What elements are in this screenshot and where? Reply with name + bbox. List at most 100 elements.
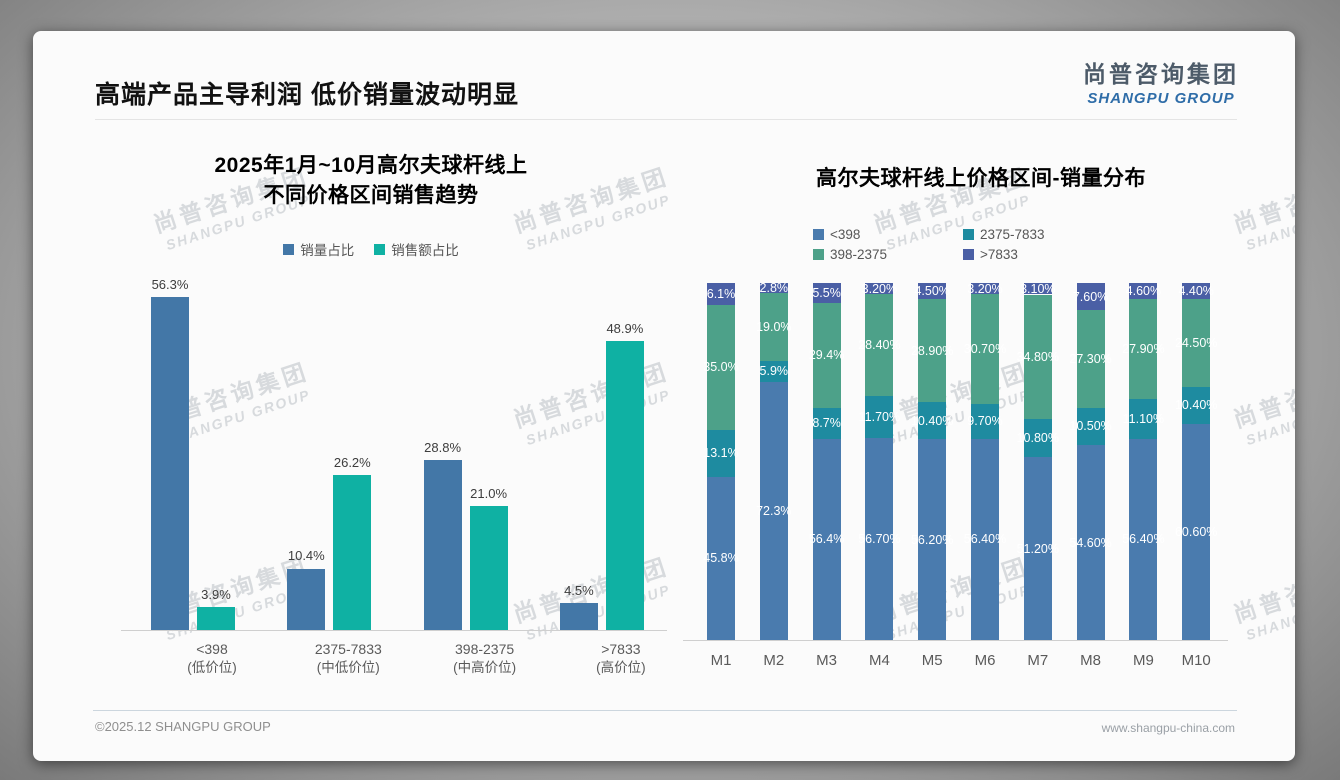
segment-value-label: 11.70%	[858, 409, 901, 424]
category-tier: (中高价位)	[453, 660, 517, 675]
right-chart-plot: 45.8% 13.1% 35.0% 6.1% 72.3% 5.9% 19.0% 2.8% 56.…	[683, 281, 1228, 641]
legend-swatch	[283, 243, 295, 255]
segment-value-label: 56.40%	[1122, 532, 1165, 547]
footer-copyright: ©2025.12 SHANGPU GROUP	[95, 719, 271, 734]
bar	[423, 459, 462, 630]
bar	[151, 296, 189, 630]
segment-value-label: 8.7%	[812, 416, 841, 431]
left-chart-title-line1: 2025年1月~10月高尔夫球杆线上	[214, 154, 528, 177]
stacked-segment	[918, 402, 947, 440]
stacked-segment	[1129, 438, 1158, 640]
stacked-segment	[971, 283, 999, 295]
stacked-segment	[812, 407, 841, 439]
stacked-segment	[1129, 283, 1158, 300]
segment-value-label: 4.50%	[914, 284, 950, 298]
stacked-segment	[1182, 283, 1211, 300]
right-chart-legend: <398 2375-7833 398-2375 >7833	[813, 227, 1113, 262]
stacked-segment	[812, 438, 841, 640]
logo-chinese-name: 尚普咨询集团	[1083, 61, 1239, 87]
title-divider	[95, 119, 1237, 120]
category-range: <398	[196, 641, 228, 657]
stacked-segment	[1076, 283, 1105, 311]
stacked-segment	[759, 381, 788, 640]
stacked-segment	[707, 476, 735, 640]
left-chart-title-line2: 不同价格区间销售趋势	[263, 184, 479, 207]
legend-label: 2375-7833	[980, 227, 1045, 242]
category-range: 398-2375	[455, 641, 515, 657]
legend-label: 398-2375	[830, 247, 888, 262]
segment-value-label: 10.50%	[1069, 419, 1112, 434]
bar-value-label: 48.9%	[606, 320, 644, 336]
stacked-segment	[1076, 407, 1105, 446]
segment-value-label: 10.40%	[910, 413, 954, 428]
segment-value-label: 56.4%	[808, 532, 845, 547]
legend-label: 销量占比	[300, 243, 355, 258]
category-tier: (中低价位)	[316, 660, 380, 675]
legend-item: 销售额占比	[374, 239, 459, 259]
stacked-segment	[812, 283, 841, 303]
segment-value-label: 45.8%	[703, 551, 739, 566]
stacked-segment	[707, 283, 735, 305]
stacked-segment	[812, 302, 841, 408]
legend-label: 销售额占比	[391, 243, 459, 258]
legend-swatch	[963, 229, 974, 240]
stacked-segment	[918, 299, 947, 403]
category-range: >7833	[601, 641, 641, 657]
stacked-segment	[918, 283, 947, 300]
category-tier: (低价位)	[187, 660, 237, 675]
stacked-segment	[971, 438, 999, 640]
month-label: M6	[974, 652, 996, 669]
segment-value-label: 72.3%	[756, 503, 792, 518]
legend-label: <398	[830, 227, 861, 242]
segment-value-label: 56.20%	[910, 532, 954, 547]
stacked-segment	[1076, 445, 1105, 640]
left-chart-title: 2025年1月~10月高尔夫球杆线上 不同价格区间销售趋势	[93, 151, 649, 211]
stacked-segment	[1129, 299, 1158, 399]
logo-english-name: SHANGPU GROUP	[1087, 90, 1235, 107]
segment-value-label: 4.40%	[1178, 284, 1214, 299]
month-label: M1	[710, 652, 732, 669]
segment-value-label: 2.8%	[759, 281, 789, 295]
segment-value-label: 5.5%	[812, 285, 841, 300]
left-chart-plot: 56.3% 10.4% 28.8% 4.5% 3.9% 26.2% 21.0% 48.9%	[121, 276, 667, 631]
segment-value-label: 10.80%	[1016, 430, 1059, 445]
category-label: 2375-7833 (中低价位)	[288, 640, 408, 677]
stacked-segment	[971, 404, 999, 439]
stacked-segment	[1023, 294, 1052, 419]
company-logo: 尚普咨询集团 SHANGPU GROUP	[1083, 55, 1239, 107]
bar	[605, 340, 644, 630]
segment-value-label: 34.80%	[1016, 349, 1059, 364]
legend-swatch	[813, 229, 824, 240]
legend-item: 2375-7833	[963, 227, 1113, 242]
segment-value-label: 10.40%	[1174, 398, 1218, 413]
month-label: M10	[1181, 652, 1211, 669]
month-label: M2	[763, 652, 785, 669]
segment-value-label: 11.10%	[1122, 411, 1165, 426]
bar	[287, 568, 326, 630]
stacked-segment	[707, 429, 735, 477]
segment-value-label: 9.70%	[967, 414, 1003, 429]
legend-item: 销量占比	[283, 239, 354, 259]
category-label: >7833 (高价位)	[561, 640, 681, 677]
legend-swatch	[813, 249, 824, 260]
legend-label: >7833	[980, 247, 1018, 262]
segment-value-label: 35.0%	[703, 360, 739, 375]
segment-value-label: 29.4%	[808, 348, 845, 363]
bar-value-label: 26.2%	[333, 454, 371, 470]
left-chart-legend: 销量占比 销售额占比	[93, 239, 649, 259]
segment-value-label: 27.30%	[1069, 351, 1112, 366]
legend-swatch	[963, 249, 974, 260]
stacked-segment	[1023, 457, 1052, 640]
legend-item: <398	[813, 227, 951, 242]
segment-value-label: 30.70%	[963, 342, 1007, 357]
bar	[197, 606, 235, 630]
category-range: 2375-7833	[314, 641, 382, 657]
segment-value-label: 3.10%	[1020, 281, 1056, 296]
segment-value-label: 5.9%	[759, 364, 789, 379]
page-title: 高端产品主导利润 低价销量波动明显	[95, 81, 519, 109]
bar-value-label: 10.4%	[287, 548, 325, 564]
bar	[469, 505, 508, 630]
stacked-segment	[1023, 283, 1052, 295]
legend-item: >7833	[963, 247, 1113, 262]
category-label: <398 (低价位)	[152, 640, 272, 677]
